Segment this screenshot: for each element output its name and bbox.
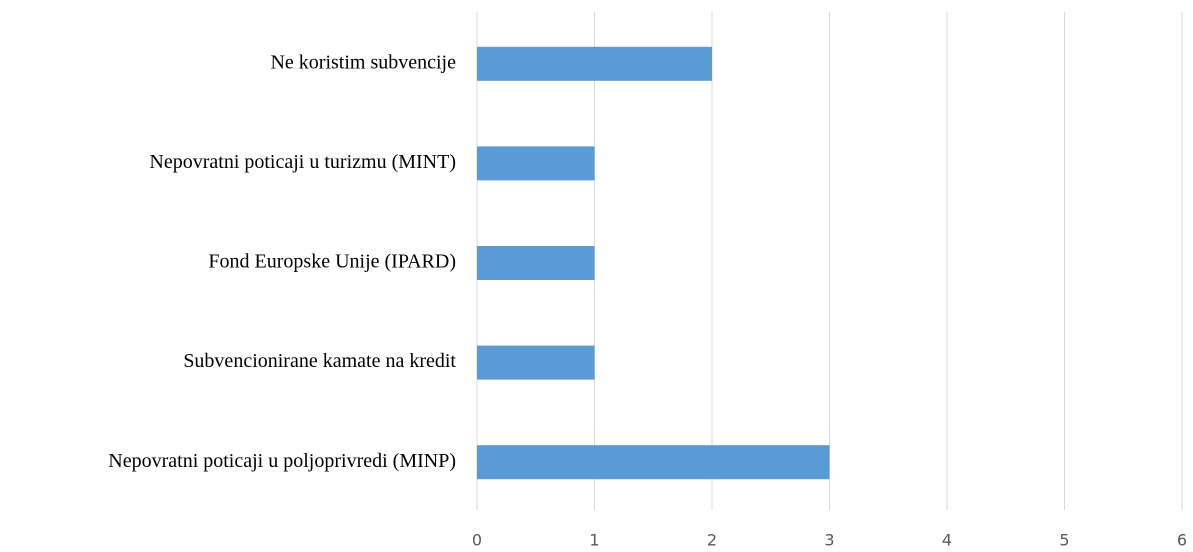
y-tick-label: Nepovratni poticaji u turizmu (MINT): [149, 151, 456, 173]
x-tick-label: 2: [707, 531, 717, 550]
bar: [477, 46, 712, 81]
y-tick-label: Nepovratni poticaji u poljoprivredi (MIN…: [108, 450, 456, 472]
x-tick-label: 1: [589, 531, 599, 550]
bar: [477, 246, 595, 280]
bar: [477, 146, 595, 181]
y-tick-label: Ne koristim subvencije: [270, 51, 456, 73]
bar: [477, 445, 830, 480]
x-tick-label: 4: [942, 531, 952, 550]
y-tick-label: Subvencionirane kamate na kredit: [183, 350, 456, 372]
x-tick-label: 5: [1059, 531, 1069, 550]
x-tick-label: 0: [472, 531, 482, 550]
y-tick-label: Fond Europske Unije (IPARD): [208, 251, 456, 273]
x-tick-label: 3: [824, 531, 834, 550]
bar: [477, 345, 595, 380]
x-tick-label: 6: [1177, 531, 1187, 550]
